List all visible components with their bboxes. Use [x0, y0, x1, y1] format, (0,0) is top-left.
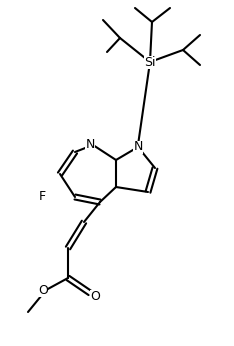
- Text: F: F: [38, 191, 46, 203]
- Text: O: O: [38, 283, 48, 297]
- Text: O: O: [90, 290, 100, 302]
- Text: Si: Si: [144, 55, 156, 69]
- Text: N: N: [85, 138, 95, 152]
- Text: N: N: [133, 140, 143, 154]
